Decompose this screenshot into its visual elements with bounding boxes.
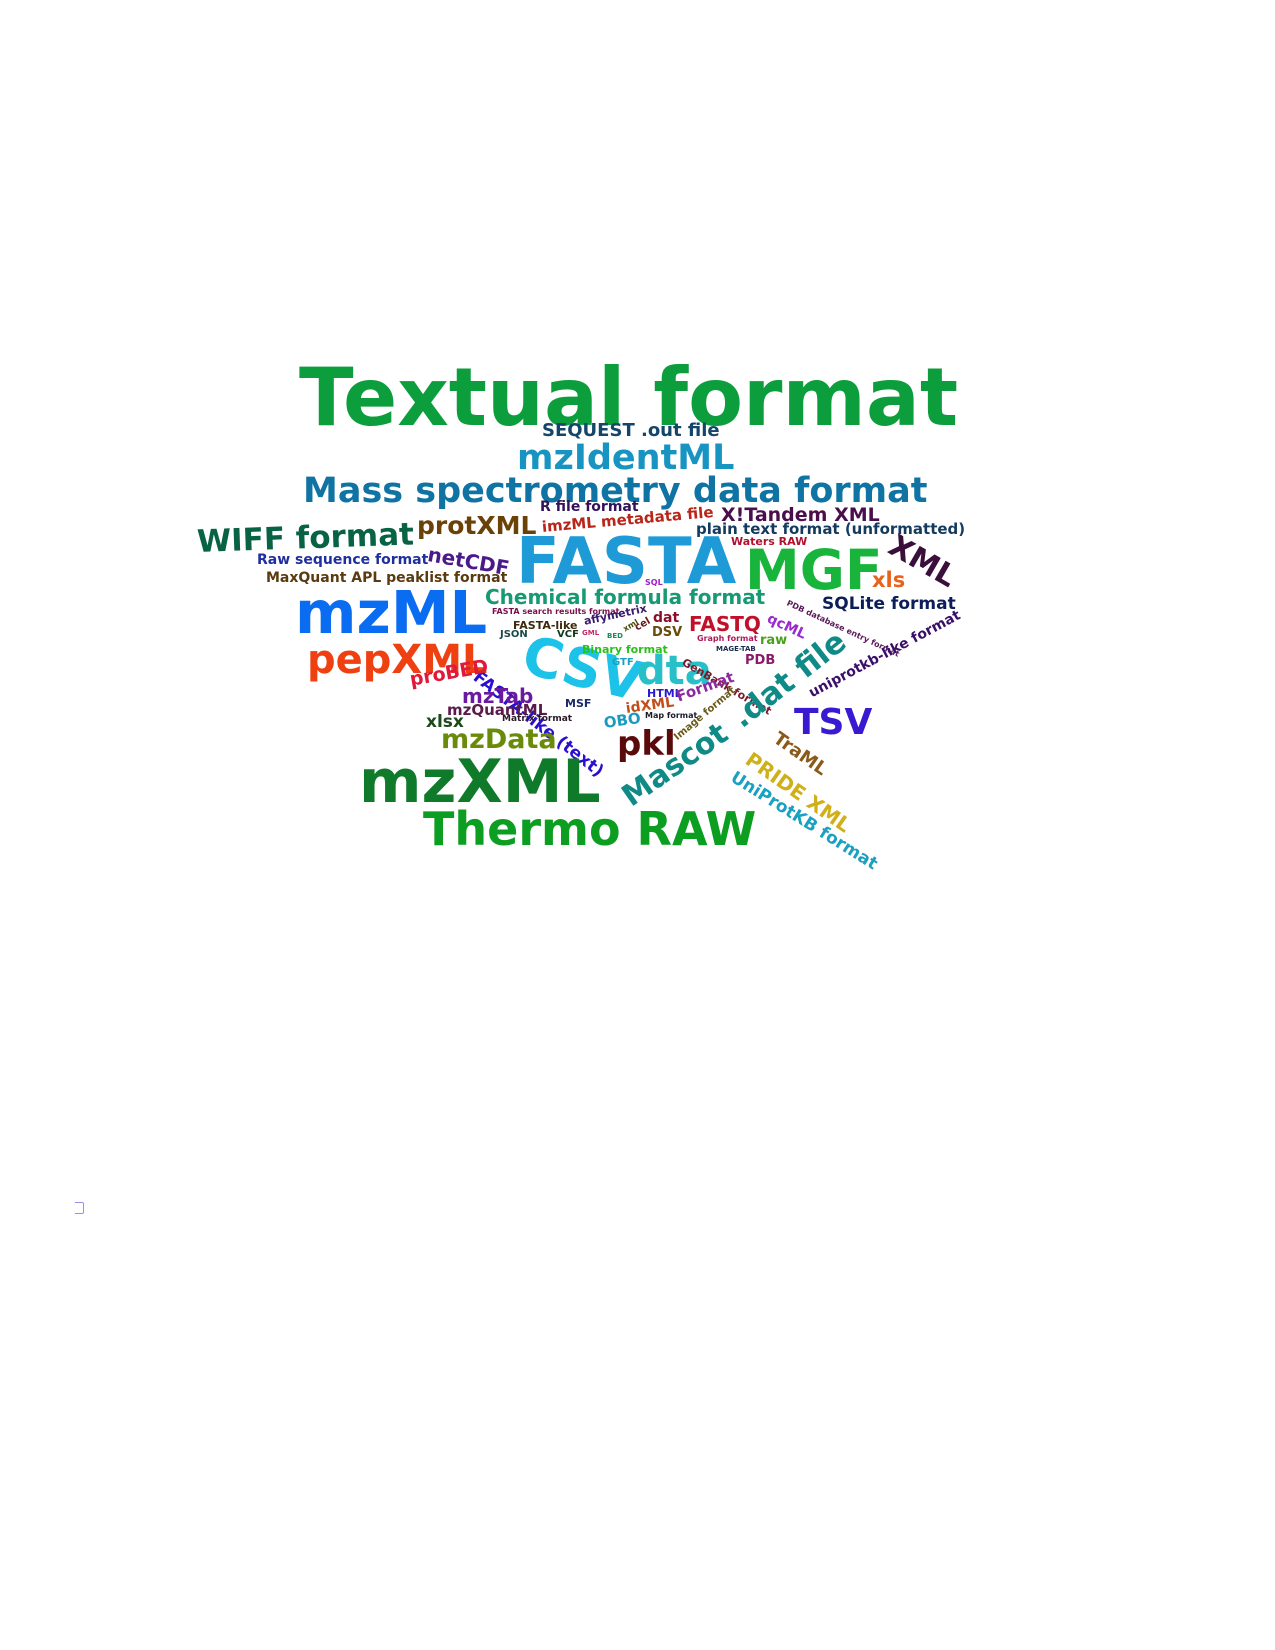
word-fastq: FASTQ bbox=[689, 612, 761, 636]
word-xlsx: xlsx bbox=[426, 712, 464, 732]
word-pkl: pkl bbox=[617, 724, 676, 764]
word-fasta-search-results-format: FASTA search results format bbox=[492, 607, 620, 616]
word-tsv: TSV bbox=[794, 702, 873, 743]
word-raw: raw bbox=[760, 633, 788, 648]
word-matrix-format: Matrix format bbox=[502, 714, 573, 724]
word-pepxml: pepXML bbox=[307, 637, 488, 683]
word-html: HTML bbox=[647, 687, 682, 700]
word-mzidentml: mzIdentML bbox=[517, 438, 735, 478]
word-pdb: PDB bbox=[745, 653, 776, 668]
word-sql: SQL bbox=[645, 578, 663, 587]
word-gml: GML bbox=[582, 629, 600, 637]
word-dsv: DSV bbox=[652, 625, 683, 640]
word-plain-text-format: plain text format (unformatted) bbox=[696, 520, 966, 538]
word-msf: MSF bbox=[565, 697, 592, 710]
word-thermo-raw: Thermo RAW bbox=[423, 802, 757, 856]
word-xtandem-xml: X!Tandem XML bbox=[721, 504, 880, 526]
word-graph-format: Graph format bbox=[697, 634, 758, 643]
word-r-file-format: R file format bbox=[540, 499, 639, 515]
bracket-icon bbox=[75, 1202, 84, 1214]
word-gtf: GTF bbox=[612, 657, 634, 668]
word-fasta-like: FASTA-like bbox=[513, 619, 578, 632]
word-binary-format: Binary format bbox=[582, 643, 668, 656]
word-map-format: Map format bbox=[645, 711, 698, 720]
word-raw-sequence-format: Raw sequence format bbox=[257, 552, 429, 568]
word-sqlite-format: SQLite format bbox=[822, 594, 956, 614]
word-sequest-out-file: SEQUEST .out file bbox=[542, 420, 720, 441]
word-mzdata: mzData bbox=[441, 724, 557, 755]
word-bed: BED bbox=[607, 632, 623, 640]
word-xls: xls bbox=[872, 568, 906, 592]
word-vcf: VCF bbox=[557, 629, 579, 640]
word-mzml: mzML bbox=[295, 578, 488, 647]
word-maxquant-apl-peaklist-format: MaxQuant APL peaklist format bbox=[266, 570, 508, 586]
word-json: JSON bbox=[500, 629, 528, 640]
word-fasta: FASTA bbox=[516, 525, 737, 599]
word-mztab: mzTab bbox=[462, 684, 534, 708]
word-textual-format: Textual format bbox=[299, 351, 959, 444]
word-chemical-formula-format: Chemical formula format bbox=[485, 585, 766, 609]
word-mage-tab: MAGE-TAB bbox=[716, 645, 756, 653]
word-mgf: MGF bbox=[745, 538, 883, 602]
word-dat: dat bbox=[653, 610, 680, 626]
word-waters-raw: Waters RAW bbox=[731, 535, 808, 548]
word-dta: dta bbox=[637, 648, 712, 694]
word-mzquantml: mzQuantML bbox=[447, 701, 548, 719]
word-mzxml: mzXML bbox=[359, 747, 601, 817]
word-mass-spectrometry-data-format: Mass spectrometry data format bbox=[303, 471, 928, 511]
word-protxml: protXML bbox=[417, 511, 537, 540]
